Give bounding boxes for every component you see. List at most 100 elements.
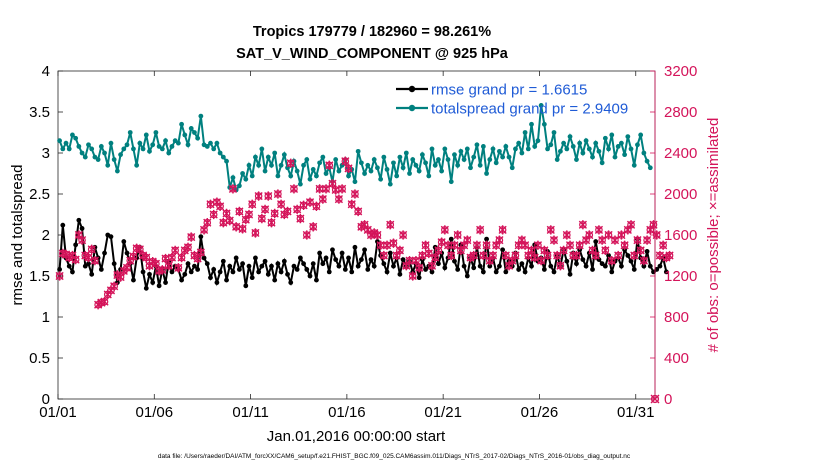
data-point [532, 144, 538, 149]
assimilated-obs-marker [659, 240, 668, 250]
data-point [281, 152, 287, 158]
assimilated-obs-marker [408, 271, 417, 281]
data-point [114, 168, 120, 174]
data-point [551, 269, 557, 275]
data-point [294, 168, 300, 174]
assimilated-obs-marker [665, 250, 674, 261]
data-point [400, 165, 406, 171]
data-point [111, 261, 117, 267]
data-point [423, 160, 428, 166]
data-point [269, 162, 274, 168]
data-point [606, 253, 611, 258]
data-point [330, 247, 335, 253]
data-point [70, 269, 75, 275]
data-point [79, 150, 85, 156]
data-point [211, 146, 217, 152]
data-point [285, 271, 290, 277]
data-point [333, 157, 339, 162]
data-point [493, 160, 499, 166]
chart-title: Tropics 179779 / 182960 = 98.261% [253, 24, 491, 40]
data-point [233, 255, 239, 261]
data-point [545, 146, 550, 152]
data-point [246, 162, 252, 168]
y-left-tick-label: 0.5 [29, 350, 50, 367]
y-left-tick-label: 3 [42, 145, 50, 162]
data-point [436, 261, 441, 267]
data-point [294, 267, 300, 272]
data-point [301, 162, 306, 168]
data-point [439, 168, 445, 174]
data-point [541, 267, 547, 272]
data-point [86, 261, 91, 267]
data-point [381, 154, 387, 160]
data-point [121, 146, 127, 152]
data-point [564, 146, 570, 152]
y-right-tick-label: 2000 [664, 186, 697, 203]
data-point [413, 162, 419, 168]
data-point [391, 263, 396, 269]
data-point [185, 261, 191, 267]
data-point [561, 140, 567, 146]
data-point [98, 144, 104, 149]
data-point [214, 140, 220, 146]
data-point [131, 146, 136, 152]
data-point [391, 160, 396, 166]
assimilated-obs-marker [325, 160, 334, 170]
data-point [548, 142, 554, 148]
assimilated-obs-marker [469, 250, 478, 261]
data-point [66, 263, 72, 269]
data-point [166, 150, 172, 156]
data-point [204, 144, 210, 149]
assimilated-obs-marker [171, 245, 180, 256]
data-point [397, 271, 403, 277]
y-right-tick-label: 3200 [664, 63, 697, 80]
data-point [596, 148, 602, 154]
data-point [426, 173, 432, 179]
data-point [497, 148, 502, 154]
data-point [143, 132, 149, 138]
data-point [464, 146, 470, 152]
data-point [98, 267, 104, 272]
assimilated-obs-marker [527, 245, 536, 256]
assimilated-obs-marker [228, 184, 238, 194]
data-point [567, 271, 573, 277]
data-point [259, 146, 265, 152]
data-point [79, 226, 85, 231]
data-point [57, 138, 62, 144]
data-point [169, 269, 175, 275]
data-point [185, 142, 191, 148]
data-point [195, 135, 201, 141]
data-point [583, 138, 589, 144]
assimilated-obs-marker [386, 220, 395, 230]
data-point [339, 250, 345, 256]
assimilated-obs-marker [151, 259, 161, 269]
data-point [211, 267, 217, 272]
assimilated-obs-marker [559, 245, 568, 256]
data-point [275, 173, 281, 179]
data-point [89, 271, 95, 277]
data-point [445, 157, 451, 162]
assimilated-obs-marker [537, 255, 546, 266]
data-point [577, 140, 583, 146]
assimilated-obs-marker [639, 255, 648, 266]
data-point [73, 135, 79, 141]
data-point [484, 171, 489, 176]
assimilated-obs-marker [511, 250, 520, 261]
assimilated-obs-marker [434, 245, 443, 256]
data-point [243, 176, 249, 182]
data-point [291, 263, 297, 269]
data-point [570, 144, 576, 149]
assimilated-obs-marker [273, 189, 282, 199]
assimilated-obs-marker [167, 252, 177, 263]
assimilated-obs-marker [450, 240, 459, 250]
assimilated-obs-marker [267, 218, 276, 228]
data-point [612, 154, 618, 160]
series-layer [55, 103, 674, 404]
data-point [265, 271, 271, 277]
data-point [625, 253, 631, 258]
y-right-tick-label: 400 [664, 350, 689, 367]
data-point [169, 144, 175, 149]
x-tick-label: 01/21 [424, 404, 462, 421]
assimilated-obs-marker [161, 253, 170, 264]
data-point [285, 165, 290, 171]
